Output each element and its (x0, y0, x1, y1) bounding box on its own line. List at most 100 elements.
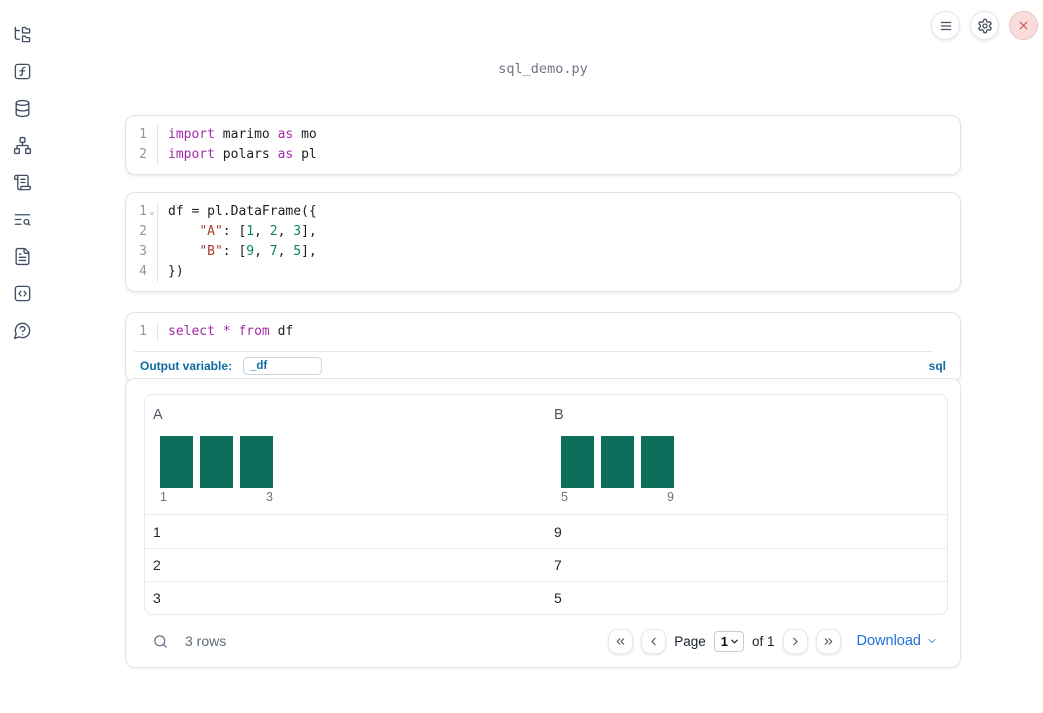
code-line[interactable]: 3 "B": [9, 7, 5], (126, 242, 960, 262)
chevrons-left-icon (616, 637, 625, 645)
cell-output-card: A 1 3 B 5 9 (125, 378, 961, 668)
sql-cell[interactable]: 1 select * from df Output variable: sql (125, 312, 961, 383)
page-label: Page (674, 633, 706, 649)
histogram-axis: 5 9 (561, 490, 674, 504)
notebook-filename: sql_demo.py (498, 61, 588, 77)
database-icon[interactable] (12, 98, 32, 118)
previous-page-button[interactable] (641, 628, 667, 654)
column-header-a[interactable]: A 1 3 (145, 395, 546, 514)
table-footer: 3 rows Page 1 of 1 (144, 624, 938, 658)
code-line[interactable]: 1 import marimo as mo (126, 125, 960, 145)
chevrons-right-icon (824, 637, 832, 645)
line-number: 2 (139, 224, 147, 239)
column-histogram: 1 3 (160, 436, 538, 504)
code-text: "A": [1, 2, 3], (199, 224, 317, 239)
chevron-down-icon (928, 638, 936, 644)
code-cell-dataframe[interactable]: 1 ⌄ df = pl.DataFrame({2 "A": [1, 2, 3], 3 … (125, 192, 961, 292)
chevron-right-icon (792, 637, 798, 645)
fold-chevron-icon[interactable]: ⌄ (149, 207, 155, 217)
download-button[interactable]: Download (857, 633, 939, 649)
code-line[interactable]: 1 select * from df (126, 322, 960, 342)
chevron-left-icon (651, 637, 656, 645)
file-tree-icon[interactable] (12, 24, 32, 44)
code-text: select * from df (168, 324, 294, 339)
histogram-min-label: 1 (160, 490, 167, 504)
code-text: import polars as pl (168, 147, 317, 162)
code-line[interactable]: 1 ⌄ df = pl.DataFrame({ (126, 202, 960, 222)
output-variable-label: Output variable: (140, 359, 233, 373)
download-label: Download (856, 633, 922, 649)
code-line[interactable]: 2 "A": [1, 2, 3], (126, 222, 960, 242)
code-cell-imports[interactable]: 1 import marimo as mo 2 import polars as pl (125, 115, 961, 175)
function-square-icon[interactable] (12, 61, 32, 81)
line-number: 4 (139, 264, 147, 279)
pagination: Page 1 of 1 Download (608, 628, 939, 654)
dataframe-table: A 1 3 B 5 9 (144, 394, 948, 615)
sql-language-badge: sql (928, 359, 946, 373)
sql-cell-footer: Output variable: sql (126, 352, 960, 382)
next-page-button[interactable] (782, 628, 808, 654)
settings-button[interactable] (970, 11, 999, 40)
histogram-bar[interactable] (200, 436, 233, 488)
histogram-bar[interactable] (641, 436, 674, 488)
line-number: 1 (139, 204, 147, 219)
table-cell: 5 (554, 590, 562, 606)
table-header-row: A 1 3 B 5 9 (145, 395, 947, 515)
helper-panel-sidebar (0, 0, 44, 713)
gear-icon (977, 18, 992, 33)
histogram-max-label: 9 (667, 490, 674, 504)
column-name: B (554, 407, 564, 423)
column-name: A (153, 407, 163, 423)
histogram-bar[interactable] (240, 436, 273, 488)
first-page-button[interactable] (608, 628, 634, 654)
file-document-icon[interactable] (12, 246, 32, 266)
line-number: 1 (139, 324, 147, 339)
line-number: 2 (139, 147, 147, 162)
table-cell: 7 (554, 557, 562, 573)
shutdown-button[interactable] (1009, 11, 1038, 40)
output-variable-input[interactable] (243, 357, 323, 375)
menu-button[interactable] (931, 11, 960, 40)
histogram-bar[interactable] (561, 436, 594, 488)
histogram-bar[interactable] (160, 436, 193, 488)
histogram-bar[interactable] (601, 436, 634, 488)
line-number: 1 (139, 127, 147, 142)
column-header-b[interactable]: B 5 9 (546, 395, 947, 514)
search-icon[interactable] (152, 633, 169, 650)
line-number: 3 (139, 244, 147, 259)
row-count: 3 rows (185, 633, 227, 649)
histogram-bars (160, 436, 538, 488)
code-text: df = pl.DataFrame({ (168, 204, 317, 219)
code-line[interactable]: 4}) (126, 262, 960, 282)
text-search-icon[interactable] (12, 209, 32, 229)
scroll-text-icon[interactable] (12, 172, 32, 192)
last-page-button[interactable] (815, 628, 841, 654)
histogram-bars (561, 436, 939, 488)
code-line[interactable]: 2 import polars as pl (126, 145, 960, 165)
histogram-axis: 1 3 (160, 490, 273, 504)
help-bubble-icon[interactable] (12, 320, 32, 340)
code-editor[interactable]: 1 import marimo as mo 2 import polars as pl (126, 116, 960, 174)
code-text: }) (168, 264, 184, 279)
column-histogram: 5 9 (561, 436, 939, 504)
page-total-label: of 1 (751, 633, 775, 649)
sql-editor[interactable]: 1 select * from df (126, 313, 960, 351)
table-cell: 2 (153, 557, 161, 573)
table-cell: 3 (153, 590, 161, 606)
chevron-down-icon (731, 639, 738, 643)
histogram-max-label: 3 (266, 490, 273, 504)
code-snippet-icon[interactable] (12, 283, 32, 303)
code-text: import marimo as mo (168, 127, 317, 142)
hamburger-menu-icon (940, 21, 951, 30)
page-number-select[interactable]: 1 (713, 630, 744, 652)
close-x-icon (1019, 21, 1028, 30)
sql-cell-divider (134, 351, 932, 352)
code-editor[interactable]: 1 ⌄ df = pl.DataFrame({2 "A": [1, 2, 3], 3 … (126, 193, 960, 291)
page-number-value: 1 (720, 633, 728, 649)
table-cell: 1 (153, 523, 161, 540)
dependency-graph-icon[interactable] (12, 135, 32, 155)
